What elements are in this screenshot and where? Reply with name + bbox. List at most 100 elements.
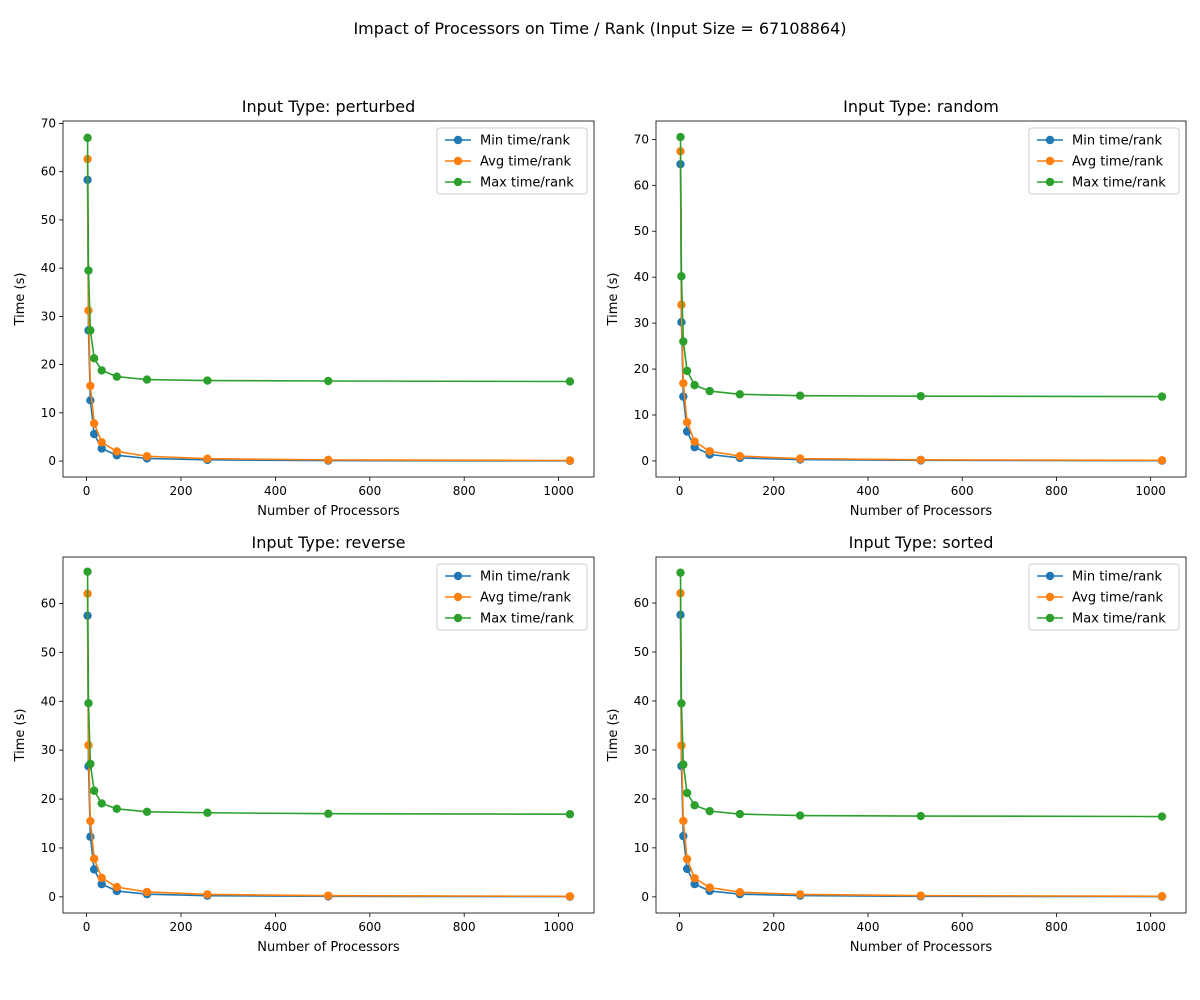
- legend-marker: [453, 177, 463, 187]
- data-point: [735, 390, 745, 399]
- x-tick-label: 0: [676, 484, 684, 498]
- panel-title: Input Type: random: [843, 97, 999, 116]
- data-point: [324, 376, 333, 386]
- x-tick-label: 600: [951, 920, 974, 934]
- data-point: [1157, 892, 1167, 901]
- legend-marker: [453, 571, 463, 581]
- legend-marker: [1045, 592, 1055, 602]
- data-point: [677, 300, 686, 309]
- x-tick-label: 1000: [543, 484, 574, 498]
- y-tick-label: 10: [634, 408, 649, 422]
- series-line: [679, 593, 1162, 898]
- series-line: [86, 571, 570, 816]
- data-point: [89, 786, 99, 795]
- y-tick-label: 40: [41, 694, 56, 708]
- legend-marker: [1045, 613, 1055, 623]
- series-line: [679, 137, 1162, 398]
- x-tick-label: 1000: [1135, 484, 1166, 498]
- legend-frame: [1028, 563, 1180, 631]
- legend-label: Avg time/rank: [480, 591, 572, 606]
- data-point: [84, 699, 93, 708]
- data-point: [795, 890, 805, 899]
- panel-1: Input Type: random 0 200 400 600 800 1000 0 10 20…: [606, 97, 1187, 519]
- x-tick-label: 800: [1045, 920, 1068, 934]
- x-tick-label: 800: [453, 920, 476, 934]
- data-point: [916, 891, 925, 900]
- data-point: [705, 806, 714, 816]
- data-point: [84, 266, 93, 275]
- y-tick-label: 20: [41, 358, 56, 372]
- y-tick-label: 0: [48, 454, 56, 468]
- legend-label: Max time/rank: [1072, 612, 1166, 627]
- data-point: [86, 396, 95, 405]
- data-point: [86, 381, 95, 391]
- legend-label: Max time/rank: [480, 612, 574, 627]
- data-point: [324, 891, 333, 900]
- y-tick-label: 10: [41, 406, 56, 420]
- x-tick-label: 400: [857, 484, 880, 498]
- legend-marker: [453, 592, 463, 602]
- data-point: [682, 854, 692, 864]
- legend-label: Avg time/rank: [480, 155, 572, 170]
- data-point: [916, 811, 925, 821]
- data-point: [690, 879, 699, 889]
- y-tick-label: 60: [634, 178, 649, 192]
- data-point: [679, 760, 688, 769]
- y-axis-label: Time (s): [13, 273, 28, 327]
- legend-marker: [453, 156, 463, 166]
- x-tick-label: 800: [1045, 484, 1068, 498]
- panel-title: Input Type: perturbed: [242, 97, 415, 116]
- legend: Min time/rank Avg time/rank Max time/rank: [1028, 563, 1180, 631]
- data-point: [97, 366, 106, 375]
- data-point: [795, 391, 805, 400]
- data-point: [97, 799, 106, 808]
- data-point: [705, 386, 714, 396]
- data-point: [86, 759, 95, 769]
- data-point: [112, 372, 122, 381]
- y-tick-label: 0: [48, 890, 56, 904]
- x-tick-label: 0: [83, 484, 91, 498]
- data-point: [97, 444, 106, 453]
- x-tick-label: 400: [857, 920, 880, 934]
- data-point: [112, 804, 122, 814]
- data-point: [86, 326, 95, 335]
- data-point: [735, 887, 745, 897]
- data-point: [112, 882, 122, 892]
- data-point: [679, 816, 688, 826]
- y-tick-label: 30: [41, 309, 56, 323]
- data-point: [795, 811, 805, 820]
- x-tick-label: 0: [83, 920, 91, 934]
- panel-3: Input Type: sorted 0 200 400 600 800 1000 0 10 20…: [606, 533, 1187, 955]
- data-point: [565, 892, 575, 901]
- panel-title: Input Type: reverse: [252, 533, 406, 552]
- legend: Min time/rank Avg time/rank Max time/rank: [1028, 127, 1180, 195]
- x-tick-label: 400: [264, 920, 287, 934]
- data-point: [682, 788, 692, 798]
- y-tick-label: 40: [41, 261, 56, 275]
- data-point: [324, 455, 333, 465]
- data-point: [690, 801, 699, 810]
- y-tick-label: 50: [41, 213, 56, 227]
- data-point: [565, 456, 575, 465]
- data-point: [795, 454, 805, 463]
- series-line: [86, 159, 570, 462]
- data-point: [690, 437, 699, 446]
- data-point: [735, 451, 745, 461]
- y-tick-label: 30: [634, 316, 649, 330]
- data-point: [112, 447, 122, 456]
- y-axis-label: Time (s): [606, 273, 621, 327]
- y-tick-label: 70: [41, 116, 56, 130]
- data-point: [203, 454, 212, 463]
- y-tick-label: 50: [41, 645, 56, 659]
- data-point: [203, 890, 212, 899]
- data-point: [142, 807, 152, 816]
- y-tick-label: 20: [634, 362, 649, 376]
- data-point: [705, 447, 714, 456]
- legend-frame: [1028, 127, 1180, 195]
- legend: Min time/rank Avg time/rank Max time/rank: [436, 127, 588, 195]
- x-tick-label: 200: [170, 920, 193, 934]
- y-tick-label: 20: [41, 792, 56, 806]
- data-point: [682, 366, 692, 376]
